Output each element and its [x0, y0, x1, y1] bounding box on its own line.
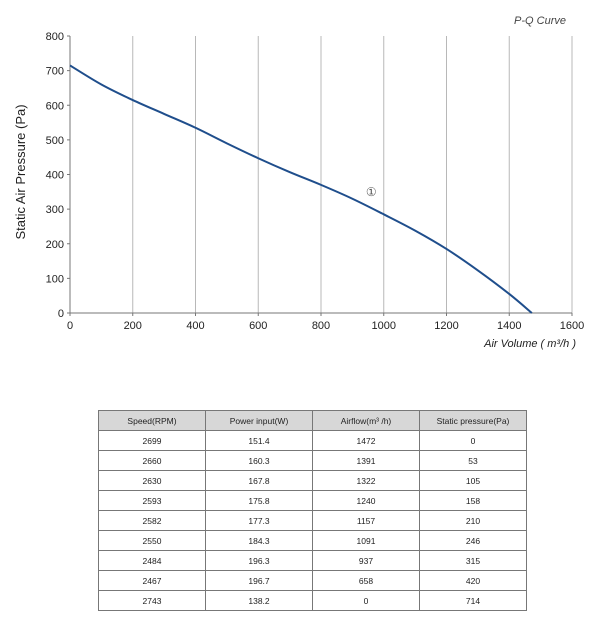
header-pressure: Static pressure(Pa) [419, 410, 527, 431]
series-group [69, 64, 533, 314]
y-tick-label: 500 [46, 135, 64, 147]
y-tick-label: 400 [46, 170, 64, 182]
table-row: 2743 138.2 0 714 [98, 590, 527, 611]
table-cell: 315 [419, 550, 527, 571]
header-speed: Speed(RPM) [98, 410, 206, 431]
table-cell: 2660 [98, 450, 206, 471]
table-cell: 246 [419, 530, 527, 551]
pq-curve-line [69, 64, 533, 314]
table-cell: 2467 [98, 570, 206, 591]
table-cell: 160.3 [205, 450, 313, 471]
table-row: 2660 160.3 1391 53 [98, 450, 527, 471]
x-tick-label: 1400 [497, 320, 521, 332]
table-cell: 1322 [312, 470, 420, 491]
table-cell: 1240 [312, 490, 420, 511]
table-cell: 1091 [312, 530, 420, 551]
table-cell: 2593 [98, 490, 206, 511]
header-power: Power input(W) [205, 410, 313, 431]
y-tick-label: 200 [46, 239, 64, 251]
grid [132, 36, 573, 313]
table-row: 2467 196.7 658 420 [98, 570, 527, 591]
table-cell: 151.4 [205, 430, 313, 451]
x-axis-title: Air Volume ( m³/h ) [483, 338, 576, 350]
curve-annotation: ① [366, 185, 377, 199]
table-cell: 658 [312, 570, 420, 591]
table-row: 2582 177.3 1157 210 [98, 510, 527, 531]
performance-table: Speed(RPM) Power input(W) Airflow(m³ /h)… [98, 410, 527, 611]
table-cell: 1157 [312, 510, 420, 531]
table-cell: 53 [419, 450, 527, 471]
table-row: 2484 196.3 937 315 [98, 550, 527, 571]
table-cell: 158 [419, 490, 527, 511]
table-cell: 167.8 [205, 470, 313, 491]
table-cell: 2630 [98, 470, 206, 491]
table-cell: 937 [312, 550, 420, 571]
y-tick-label: 600 [46, 100, 64, 112]
table-cell: 210 [419, 510, 527, 531]
table-cell: 196.7 [205, 570, 313, 591]
table-row: 2630 167.8 1322 105 [98, 470, 527, 491]
x-tick-label: 200 [124, 320, 142, 332]
table-cell: 105 [419, 470, 527, 491]
pq-chart: P-Q Curve 0 100 200 300 400 500 600 700 800 0 200… [13, 15, 584, 350]
table-cell: 0 [312, 590, 420, 611]
table-cell: 2743 [98, 590, 206, 611]
y-axis-title: Static Air Pressure (Pa) [13, 104, 28, 239]
y-tick-label: 300 [46, 204, 64, 216]
table-row: 2550 184.3 1091 246 [98, 530, 527, 551]
y-tick-label: 800 [46, 31, 64, 43]
table-cell: 714 [419, 590, 527, 611]
table-cell: 196.3 [205, 550, 313, 571]
x-tick-label: 0 [67, 320, 73, 332]
table-row: 2699 151.4 1472 0 [98, 430, 527, 451]
x-tick-label: 1200 [434, 320, 458, 332]
table-cell: 2582 [98, 510, 206, 531]
x-tick-label: 400 [186, 320, 204, 332]
table-cell: 2484 [98, 550, 206, 571]
x-tick-label: 1600 [560, 320, 584, 332]
table-cell: 2699 [98, 430, 206, 451]
x-tick-label: 800 [312, 320, 330, 332]
table-cell: 1472 [312, 430, 420, 451]
table-cell: 0 [419, 430, 527, 451]
x-tick-label: 600 [249, 320, 267, 332]
table-body: 2699 151.4 1472 0 2660 160.3 1391 53 2630 167.8 13… [98, 430, 527, 611]
table-cell: 420 [419, 570, 527, 591]
table-cell: 138.2 [205, 590, 313, 611]
table-header-row: Speed(RPM) Power input(W) Airflow(m³ /h)… [98, 410, 527, 431]
y-tick-label: 100 [46, 273, 64, 285]
y-tick-labels: 0 100 200 300 400 500 600 700 800 [46, 31, 64, 320]
table-cell: 175.8 [205, 490, 313, 511]
axes [67, 35, 573, 316]
table-cell: 177.3 [205, 510, 313, 531]
table-cell: 2550 [98, 530, 206, 551]
x-tick-label: 1000 [372, 320, 396, 332]
y-tick-label: 0 [58, 308, 64, 320]
y-tick-label: 700 [46, 66, 64, 78]
x-tick-labels: 0 200 400 600 800 1000 1200 1400 1600 [67, 320, 584, 332]
table-cell: 1391 [312, 450, 420, 471]
table-cell: 184.3 [205, 530, 313, 551]
header-airflow: Airflow(m³ /h) [312, 410, 420, 431]
chart-title: P-Q Curve [514, 15, 566, 27]
table-row: 2593 175.8 1240 158 [98, 490, 527, 511]
